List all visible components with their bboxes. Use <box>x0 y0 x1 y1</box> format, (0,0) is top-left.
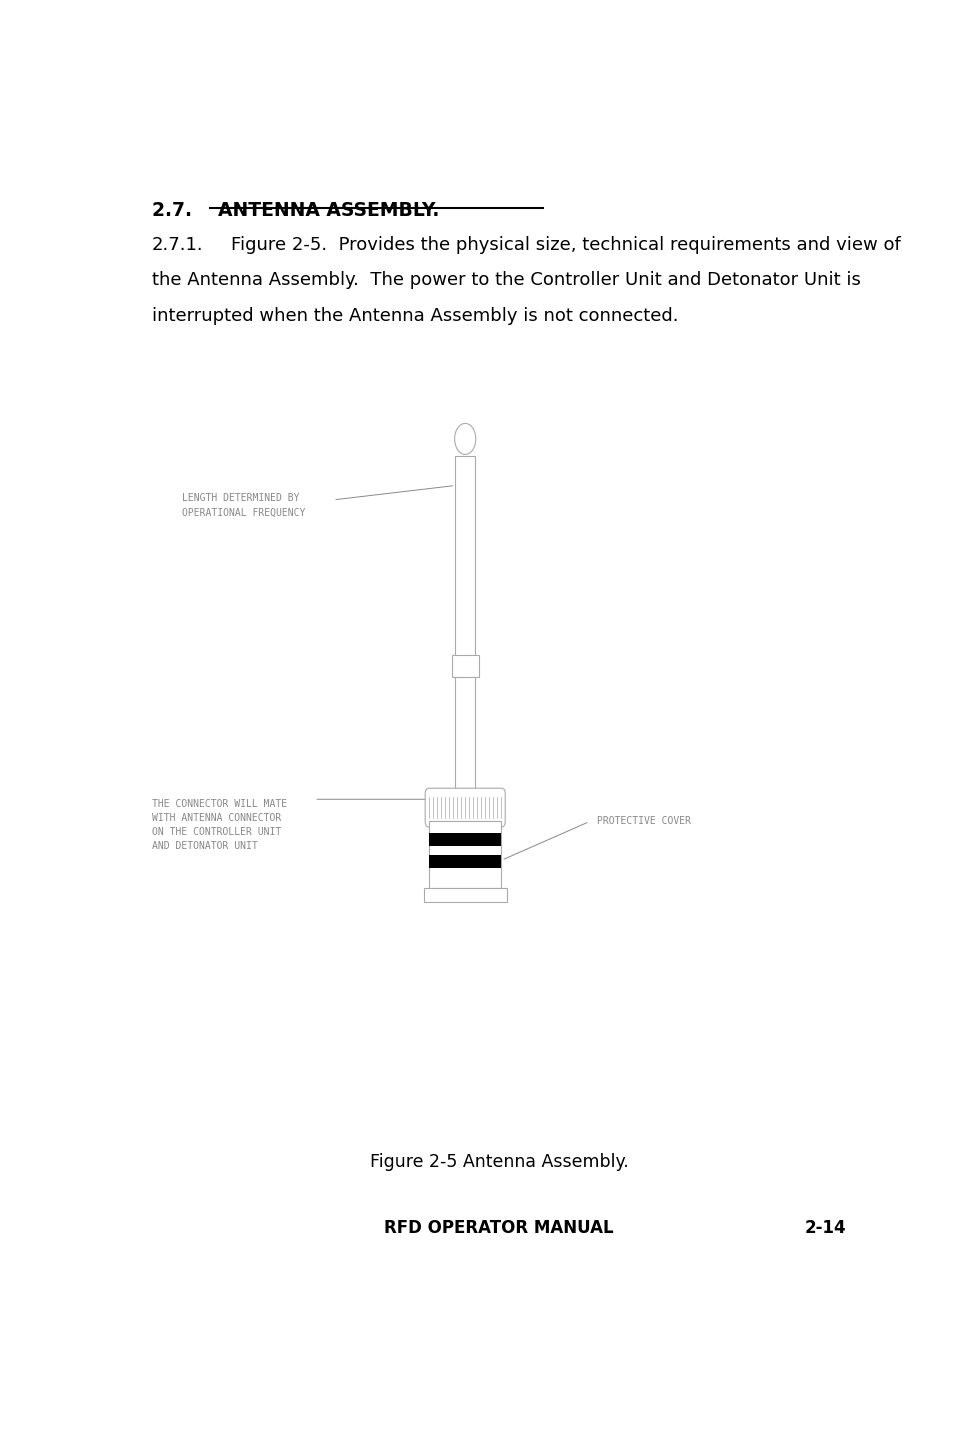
Text: 2.7.1.: 2.7.1. <box>152 236 204 253</box>
Bar <box>429 855 502 868</box>
Text: 2-14: 2-14 <box>805 1220 846 1237</box>
Text: PROTECTIVE COVER: PROTECTIVE COVER <box>597 816 692 827</box>
Ellipse shape <box>455 423 475 455</box>
Text: LENGTH DETERMINED BY
OPERATIONAL FREQUENCY: LENGTH DETERMINED BY OPERATIONAL FREQUEN… <box>182 494 306 517</box>
Text: THE CONNECTOR WILL MATE
WITH ANTENNA CONNECTOR
ON THE CONTROLLER UNIT
AND DETONA: THE CONNECTOR WILL MATE WITH ANTENNA CON… <box>152 799 287 851</box>
Text: Figure 2-5 Antenna Assembly.: Figure 2-5 Antenna Assembly. <box>370 1153 628 1171</box>
Bar <box>429 832 502 845</box>
Text: Figure 2-5.  Provides the physical size, technical requirements and view of: Figure 2-5. Provides the physical size, … <box>231 236 901 253</box>
Text: interrupted when the Antenna Assembly is not connected.: interrupted when the Antenna Assembly is… <box>152 307 679 325</box>
FancyBboxPatch shape <box>426 788 506 827</box>
Bar <box>456 455 475 793</box>
Text: RFD OPERATOR MANUAL: RFD OPERATOR MANUAL <box>385 1220 614 1237</box>
Bar <box>429 821 502 888</box>
Text: 2.7.    ANTENNA ASSEMBLY.: 2.7. ANTENNA ASSEMBLY. <box>152 200 439 219</box>
Bar <box>452 655 479 677</box>
Bar <box>424 888 506 903</box>
Text: the Antenna Assembly.  The power to the Controller Unit and Detonator Unit is: the Antenna Assembly. The power to the C… <box>152 272 861 289</box>
